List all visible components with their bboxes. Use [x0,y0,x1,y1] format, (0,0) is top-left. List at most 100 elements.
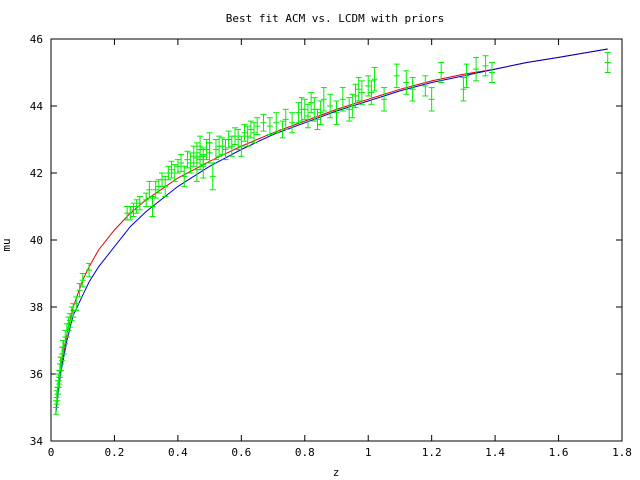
data-point [304,103,311,129]
data-point [68,306,75,321]
y-tick-label: 42 [30,167,43,180]
axis-ticks [50,38,623,442]
y-tick-label: 38 [30,301,43,314]
data-point [212,139,219,161]
x-tick-label: 0 [48,446,55,459]
x-tick-label: 1.8 [612,446,632,459]
data-point [159,172,166,187]
data-point [298,97,305,122]
data-point [251,122,258,144]
data-point [393,63,400,89]
data-point [187,152,194,174]
data-point [409,77,416,102]
y-tick-label: 46 [30,33,43,46]
data-point [241,123,248,142]
data-point [238,135,245,157]
data-point [174,159,181,174]
data-point [282,108,289,130]
data-point [200,154,207,179]
data-point [260,113,267,132]
data-point [181,165,188,187]
data-point [206,132,213,154]
data-point [482,55,489,77]
x-tick-label: 1.2 [422,446,442,459]
data-point [165,165,172,181]
data-point [346,97,353,122]
data-point [79,273,86,288]
fit-line-0 [55,48,608,413]
data-point [355,77,362,102]
data-point [143,192,150,207]
data-point [438,61,445,84]
data-point [358,80,365,105]
y-axis-label: mu [0,238,13,251]
data-point [381,87,388,112]
data-point [308,92,315,114]
plot-frame [50,38,623,442]
data-point [604,51,611,73]
data-point [273,112,280,134]
data-point [168,160,175,179]
data-point [352,83,359,109]
data-point [247,120,254,139]
data-point [488,61,495,84]
data-point [149,195,156,218]
data-point [244,125,251,147]
y-tick-label: 40 [30,234,43,247]
data-point [403,70,410,95]
data-point [55,373,62,388]
data-point [53,400,60,415]
fit-lines [55,48,608,415]
data-point [130,202,137,218]
data-point [225,130,232,149]
data-point [73,296,80,311]
data-point [371,66,378,92]
y-tick-label: 36 [30,368,43,381]
data-point [203,139,210,161]
data-point [289,112,296,134]
data-point [193,142,200,164]
data-point [136,195,143,211]
fit-line-1 [55,48,608,415]
x-tick-label: 0.8 [295,446,315,459]
data-point [76,283,83,298]
data-point [146,180,153,199]
data-point [209,162,216,191]
data-point [368,80,375,105]
chart-title: Best fit ACM vs. LCDM with priors [226,12,445,25]
data-point [473,56,480,82]
data-point [219,137,226,156]
data-point [178,154,185,172]
data-point [301,98,308,120]
data-point [184,150,191,169]
data-point [127,206,134,221]
data-point [320,87,327,112]
data-point [314,108,321,130]
x-tick-label: 0.2 [105,446,125,459]
data-point [53,390,60,405]
data-point [428,87,435,112]
data-point [86,262,93,278]
data-point [162,175,169,197]
data-point [266,117,273,135]
data-point [231,127,238,146]
data-point [190,145,197,167]
data-point [228,135,235,157]
data-point [349,93,356,119]
data-point [133,199,140,214]
x-axis-label: z [333,466,340,479]
x-tick-label: 1 [365,446,372,459]
x-tick-label: 1.6 [549,446,569,459]
x-tick-label: 0.6 [231,446,251,459]
y-tick-label: 44 [30,100,44,113]
x-tick-label: 1.4 [485,446,505,459]
data-point [254,117,261,135]
data-point [463,63,470,89]
data-point [235,128,242,151]
data-point [58,356,65,372]
data-point [317,100,324,125]
data-point [295,102,302,124]
data-point [339,87,346,112]
data-point [460,77,467,102]
